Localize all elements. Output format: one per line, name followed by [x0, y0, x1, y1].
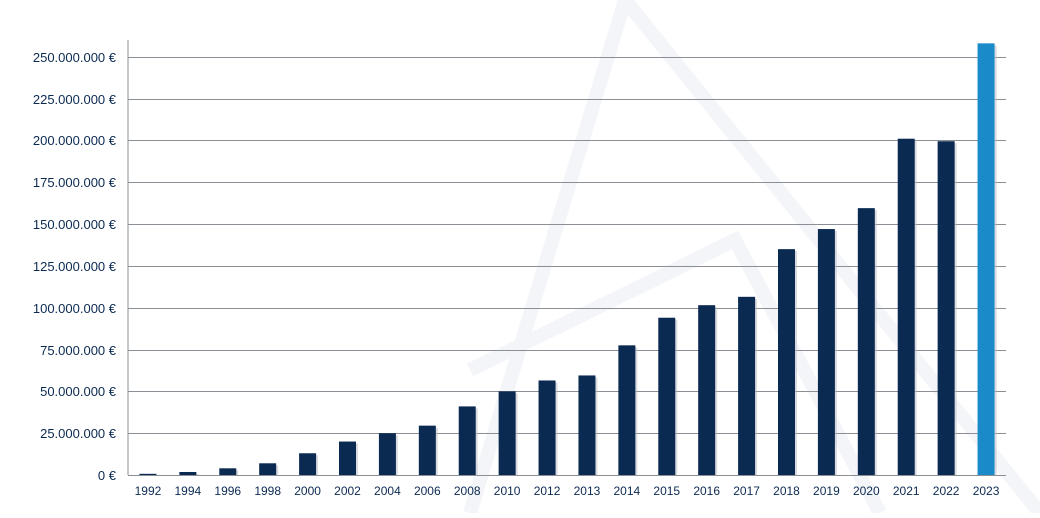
bar-2023: [977, 43, 995, 475]
bar-2019: [817, 229, 835, 475]
bar-2008: [458, 406, 476, 475]
x-tick-label: 2013: [574, 484, 601, 498]
bar-1992: [139, 473, 157, 475]
x-tick-label: 2020: [853, 484, 880, 498]
bar-2016: [698, 305, 716, 475]
y-tick-label: 225.000.000 €: [33, 92, 117, 107]
x-tick-label: 2004: [374, 484, 401, 498]
bar-2015: [658, 317, 676, 475]
x-tick-label: 1994: [175, 484, 202, 498]
x-tick-label: 2012: [534, 484, 561, 498]
x-tick-label: 2014: [614, 484, 641, 498]
bar-2017: [738, 296, 756, 475]
y-tick-label: 0 €: [98, 468, 117, 483]
bar-2021: [897, 138, 915, 475]
x-tick-label: 2010: [494, 484, 521, 498]
bar-2020: [857, 208, 875, 475]
x-tick-label: 1992: [135, 484, 162, 498]
y-tick-label: 250.000.000 €: [33, 50, 117, 65]
x-tick-label: 1998: [254, 484, 281, 498]
bar-2004: [378, 433, 396, 475]
y-tick-label: 200.000.000 €: [33, 133, 117, 148]
x-tick-label: 1996: [214, 484, 241, 498]
bar-2010: [498, 391, 516, 475]
y-tick-label: 50.000.000 €: [40, 384, 117, 399]
x-tick-label: 2018: [773, 484, 800, 498]
bar-2018: [778, 249, 795, 475]
y-tick-label: 100.000.000 €: [33, 301, 117, 316]
bar-2006: [418, 425, 436, 475]
x-tick-label: 2023: [973, 484, 1000, 498]
y-tick-label: 125.000.000 €: [33, 259, 117, 274]
y-tick-label: 25.000.000 €: [40, 426, 117, 441]
y-axis-ticks: 0 € 25.000.000 € 50.000.000 € 75.000.000 € 1…: [33, 50, 117, 483]
bar-2000: [299, 453, 317, 475]
x-tick-label: 2008: [454, 484, 481, 498]
bar-1994: [179, 471, 197, 475]
bar-1996: [219, 468, 237, 475]
x-tick-label: 2006: [414, 484, 441, 498]
bar-2002: [339, 441, 356, 475]
x-tick-label: 2000: [294, 484, 321, 498]
bars: [139, 43, 997, 475]
x-tick-label: 2017: [733, 484, 760, 498]
y-tick-label: 150.000.000 €: [33, 217, 117, 232]
bar-2022: [937, 141, 955, 475]
bar-2014: [618, 345, 636, 475]
x-tick-label: 2015: [653, 484, 680, 498]
bar-2013: [578, 375, 596, 475]
bar-2012: [538, 380, 556, 475]
x-tick-label: 2016: [693, 484, 720, 498]
x-tick-label: 2022: [933, 484, 960, 498]
x-tick-label: 2019: [813, 484, 840, 498]
x-axis-ticks: 1992 1994 1996 1998 2000 2002 2004 2006 2008 2010…: [135, 484, 1000, 498]
bar-1998: [259, 463, 277, 475]
y-tick-label: 75.000.000 €: [40, 343, 117, 358]
x-tick-label: 2002: [334, 484, 361, 498]
x-tick-label: 2021: [893, 484, 920, 498]
y-tick-label: 175.000.000 €: [33, 175, 117, 190]
